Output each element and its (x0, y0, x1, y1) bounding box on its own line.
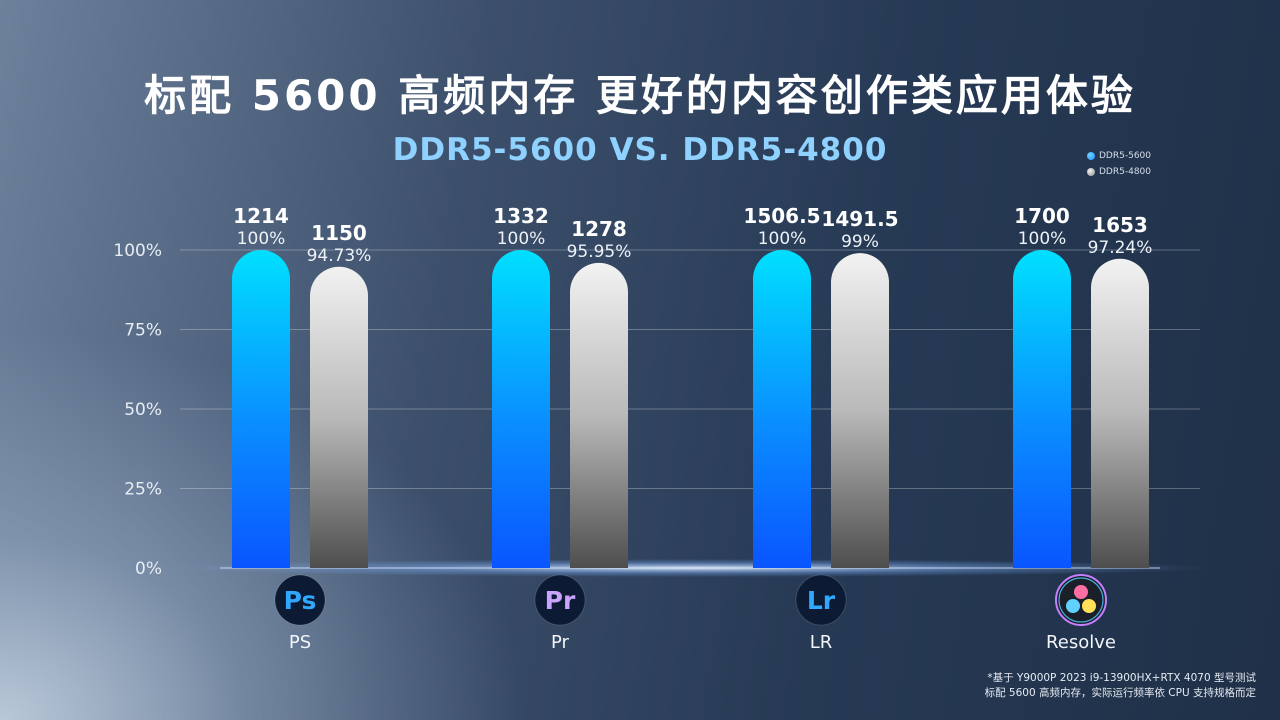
y-tick-label: 25% (124, 480, 162, 500)
resolve-petal-left (1066, 599, 1080, 613)
score-label: 1332 (493, 204, 549, 228)
legend-swatch-blue (1087, 152, 1095, 160)
legend-label-ddr5-5600: DDR5-5600 (1099, 151, 1151, 161)
photoshop-icon-text: Ps (284, 586, 317, 615)
percent-label: 94.73% (307, 246, 372, 266)
footnote: *基于 Y9000P 2023 i9-13900HX+RTX 4070 型号测试… (985, 671, 1256, 701)
percent-label: 99% (841, 232, 879, 252)
score-label: 1506.5 (743, 204, 820, 228)
score-label: 1653 (1092, 213, 1148, 237)
legend-swatch-gray (1087, 168, 1095, 176)
category-label: PS (289, 632, 311, 653)
percent-label: 97.24% (1088, 238, 1153, 258)
score-label: 1278 (571, 217, 627, 241)
score-label: 1491.5 (821, 207, 898, 231)
bar-ddr5-5600-resolve (1013, 250, 1071, 568)
page-title: 标配 5600 高频内存 更好的内容创作类应用体验 (144, 71, 1136, 120)
footnote-line-1: *基于 Y9000P 2023 i9-13900HX+RTX 4070 型号测试 (987, 672, 1256, 684)
y-tick-label: 100% (113, 241, 162, 261)
chart-subtitle: DDR5-5600 VS. DDR5-4800 (392, 132, 888, 168)
chart-legend: DDR5-5600 DDR5-4800 (1087, 148, 1151, 180)
legend-item-ddr5-5600: DDR5-5600 (1087, 148, 1151, 164)
score-label: 1150 (311, 221, 367, 245)
bar-ddr5-4800-ps (310, 266, 368, 568)
legend-item-ddr5-4800: DDR5-4800 (1087, 164, 1151, 180)
category-label: Pr (551, 632, 570, 653)
bar-ddr5-4800-lr (831, 253, 889, 568)
score-label: 1700 (1014, 204, 1070, 228)
photoshop-icon (274, 574, 326, 626)
percent-label: 100% (497, 229, 546, 249)
resolve-ring (1058, 577, 1104, 623)
lightroom-icon-text: Lr (807, 586, 836, 615)
percent-label: 95.95% (567, 242, 632, 262)
category-label: LR (810, 632, 833, 653)
x-axis: Ps PS Pr Pr Lr LR Resolve (274, 574, 1116, 653)
percent-label: 100% (237, 229, 286, 249)
baseline-glow (170, 559, 1210, 577)
premiere-icon (534, 574, 586, 626)
davinci-resolve-icon (1055, 574, 1107, 626)
resolve-petal-right (1082, 599, 1096, 613)
y-axis: 0% 25% 50% 75% 100% (113, 241, 162, 579)
legend-label-ddr5-4800: DDR5-4800 (1099, 167, 1151, 177)
bar-ddr5-5600-lr (753, 250, 811, 568)
footnote-line-2: 标配 5600 高频内存，实际运行频率依 CPU 支持规格而定 (984, 687, 1256, 699)
score-label: 1214 (233, 204, 289, 228)
premiere-icon-text: Pr (545, 586, 576, 615)
y-tick-label: 0% (135, 559, 162, 579)
resolve-petal-top (1074, 585, 1088, 599)
lightroom-icon (795, 574, 847, 626)
bar-ddr5-4800-resolve (1091, 258, 1149, 568)
y-tick-label: 50% (124, 400, 162, 420)
bar-ddr5-4800-pr (570, 262, 628, 568)
percent-label: 100% (1018, 229, 1067, 249)
category-label: Resolve (1046, 632, 1116, 653)
bar-ddr5-5600-pr (492, 250, 550, 568)
bars (232, 250, 1149, 568)
percent-label: 100% (758, 229, 807, 249)
bar-ddr5-5600-ps (232, 250, 290, 568)
y-tick-label: 75% (124, 321, 162, 341)
